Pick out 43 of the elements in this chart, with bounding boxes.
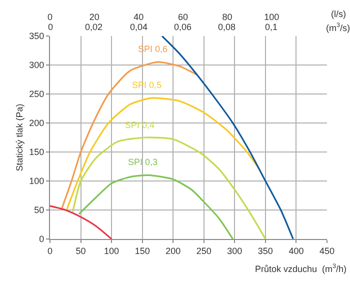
series-label: SPI 0,5 bbox=[132, 80, 162, 90]
x2-tick-label: 60 bbox=[178, 12, 188, 22]
series-label: SPI 0,4 bbox=[125, 120, 155, 130]
x2-tick-label: 40 bbox=[134, 12, 144, 22]
x2-tick-label: 80 bbox=[222, 12, 232, 22]
line-series bbox=[72, 136, 266, 239]
line-series bbox=[78, 174, 234, 239]
series-label: SPI 0,6 bbox=[138, 44, 168, 54]
series-label: SPI 0,3 bbox=[128, 157, 158, 167]
y-axis-title: Statický tlak (Pa) bbox=[14, 104, 25, 172]
y-tick-label: 250 bbox=[29, 89, 44, 100]
x2-tick-label: 100 bbox=[264, 12, 280, 22]
line-series bbox=[60, 61, 198, 210]
x2-axis-title: (l/s) bbox=[331, 9, 346, 19]
x2-tick-label: 20 bbox=[89, 12, 100, 22]
x2-tick-label: 0 bbox=[47, 12, 53, 22]
y-tick-label: 50 bbox=[34, 205, 44, 216]
x-tick-label: 50 bbox=[76, 246, 86, 256]
x-tick-label: 200 bbox=[166, 246, 181, 256]
text: 0,04 bbox=[130, 22, 148, 32]
text: 0 bbox=[48, 22, 54, 32]
x-tick-label: 450 bbox=[319, 246, 335, 256]
y-tick-label: 350 bbox=[29, 31, 44, 42]
x-tick-label: 150 bbox=[134, 246, 150, 256]
x-axis-title: Průtok vzduchu (m$^{3}$/h) bbox=[255, 263, 347, 274]
text: 0,1 bbox=[265, 22, 278, 32]
y-tick-label: 150 bbox=[29, 147, 44, 158]
text: 0,06 bbox=[174, 22, 192, 32]
text: 0,02 bbox=[85, 22, 103, 32]
line-series bbox=[50, 205, 112, 239]
line-series bbox=[66, 97, 261, 211]
x-tick-label: 0 bbox=[47, 246, 53, 256]
y-tick-label: 100 bbox=[29, 176, 44, 186]
text: (m$^{3}$/s) bbox=[326, 22, 350, 33]
y-tick-label: 200 bbox=[29, 118, 44, 128]
x-tick-label: 350 bbox=[258, 246, 273, 256]
x-tick-label: 250 bbox=[196, 246, 212, 256]
x-tick-label: 300 bbox=[227, 246, 242, 256]
x-tick-label: 400 bbox=[288, 246, 304, 256]
x-tick-label: 100 bbox=[104, 246, 120, 256]
text: 0,08 bbox=[218, 22, 236, 32]
y-tick-label: 0 bbox=[39, 234, 44, 244]
y-tick-label: 300 bbox=[29, 60, 44, 70]
